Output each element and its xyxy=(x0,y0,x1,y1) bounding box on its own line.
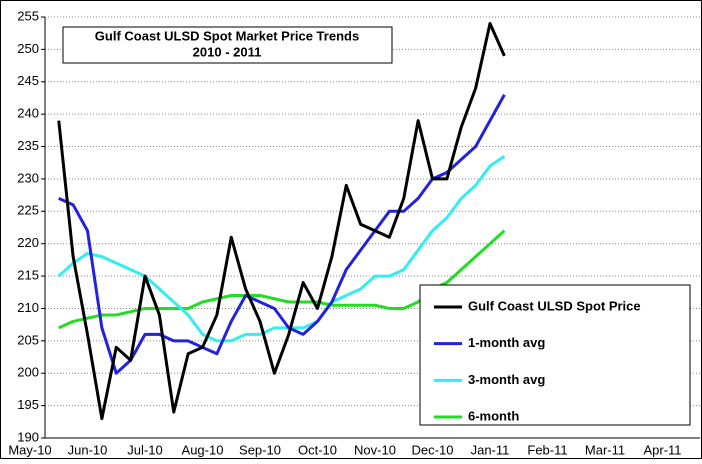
chart-title: Gulf Coast ULSD Spot Market Price Trends xyxy=(95,28,359,43)
plot-area: 190 195 200 205 210 215 220 225 230 235 240 245 250 2… xyxy=(8,8,700,457)
x-tick-label: Sep-10 xyxy=(239,442,281,457)
series-line xyxy=(58,93,506,375)
y-tick-label: 215 xyxy=(17,268,39,283)
x-tick-label: Jul-10 xyxy=(127,442,162,457)
x-tick-label: Mar-11 xyxy=(585,442,625,457)
legend-label: Gulf Coast ULSD Spot Price xyxy=(468,298,641,313)
y-tick-label: 205 xyxy=(17,332,39,347)
y-tick-label: 235 xyxy=(17,138,39,153)
x-tick-label: Apr-11 xyxy=(643,442,681,457)
y-tick-label: 210 xyxy=(17,300,39,315)
series-line xyxy=(57,21,506,421)
legend-label: 6-month xyxy=(468,408,519,423)
x-tick-label: Oct-10 xyxy=(298,442,337,457)
x-tick-label: Jan-11 xyxy=(471,442,510,457)
y-tick-label: 245 xyxy=(17,73,39,88)
y-tick-label: 255 xyxy=(17,8,39,23)
legend-box xyxy=(419,284,691,426)
y-tick-label: 200 xyxy=(17,365,39,380)
y-tick-label: 225 xyxy=(17,203,39,218)
y-tick-label: 250 xyxy=(17,41,39,56)
y-tick-label: 220 xyxy=(17,235,39,250)
x-tick-label: Nov-10 xyxy=(354,442,396,457)
y-tick-label: 240 xyxy=(17,106,39,121)
x-tick-label: Dec-10 xyxy=(412,442,454,457)
title-box xyxy=(62,26,393,64)
legend-label: 1-month avg xyxy=(468,335,545,350)
y-tick-label: 190 xyxy=(17,429,39,444)
y-tick-label: 195 xyxy=(17,397,39,412)
legend-label: 3-month avg xyxy=(468,372,545,387)
chart-subtitle: 2010 - 2011 xyxy=(193,44,262,59)
x-tick-label: May-10 xyxy=(8,442,51,457)
x-tick-label: Feb-11 xyxy=(527,442,567,457)
legend: Gulf Coast ULSD Spot Price 1-month avg 3-m… xyxy=(419,284,691,426)
y-tick-label: 230 xyxy=(17,170,39,185)
series-line xyxy=(57,155,506,343)
x-tick-label: Aug-10 xyxy=(182,442,224,457)
x-tick-label: Jun-10 xyxy=(68,442,108,457)
